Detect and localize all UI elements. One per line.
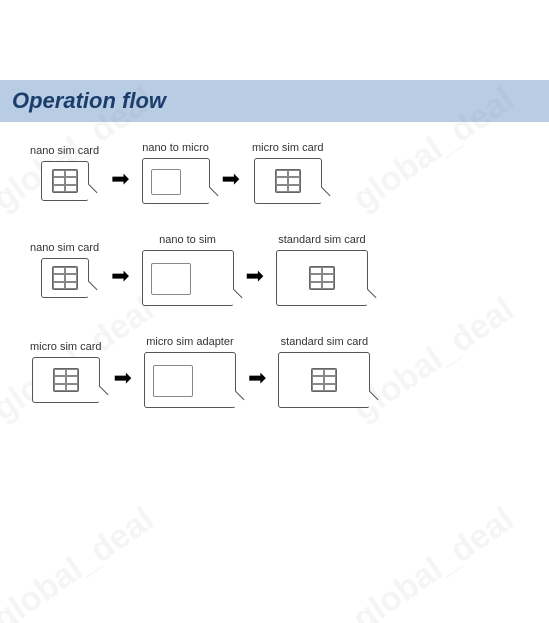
sim-cell: nano sim card [30, 145, 99, 201]
arrow-icon: ➡ [110, 365, 136, 391]
sim-label: nano sim card [30, 145, 99, 157]
arrow-icon: ➡ [244, 365, 270, 391]
flow-row: micro sim card ➡ micro sim adapter ➡ standar… [30, 336, 519, 408]
sim-cell: nano sim card [30, 242, 99, 298]
sim-label: nano to micro [142, 142, 209, 154]
sim-cell: nano to micro [142, 142, 210, 204]
sim-cell: micro sim adapter [144, 336, 236, 408]
arrow-icon: ➡ [218, 166, 244, 192]
sim-cell: standard sim card [276, 234, 368, 306]
flow-row: nano sim card ➡ nano to sim ➡ standard sim c… [30, 234, 519, 306]
sim-label: micro sim adapter [146, 336, 233, 348]
page-title: Operation flow [12, 88, 537, 114]
flow-row: nano sim card ➡ nano to micro ➡ micro sim ca… [30, 142, 519, 204]
sim-card [41, 258, 89, 298]
sim-card [254, 158, 322, 204]
arrow-icon: ➡ [107, 166, 133, 192]
sim-cell: micro sim card [30, 341, 102, 403]
sim-card [144, 352, 236, 408]
sim-card [142, 250, 234, 306]
sim-label: micro sim card [30, 341, 102, 353]
sim-card [278, 352, 370, 408]
sim-card [142, 158, 210, 204]
flow-container: nano sim card➡nano to micro➡micro sim ca… [0, 122, 549, 458]
sim-cell: standard sim card [278, 336, 370, 408]
sim-label: standard sim card [281, 336, 368, 348]
sim-cell: nano to sim [142, 234, 234, 306]
arrow-icon: ➡ [107, 263, 133, 289]
sim-label: standard sim card [278, 234, 365, 246]
header-bar: Operation flow [0, 80, 549, 122]
sim-card [32, 357, 100, 403]
sim-card [41, 161, 89, 201]
sim-label: micro sim card [252, 142, 324, 154]
sim-label: nano sim card [30, 242, 99, 254]
arrow-icon: ➡ [242, 263, 268, 289]
sim-card [276, 250, 368, 306]
sim-label: nano to sim [159, 234, 216, 246]
sim-cell: micro sim card [252, 142, 324, 204]
